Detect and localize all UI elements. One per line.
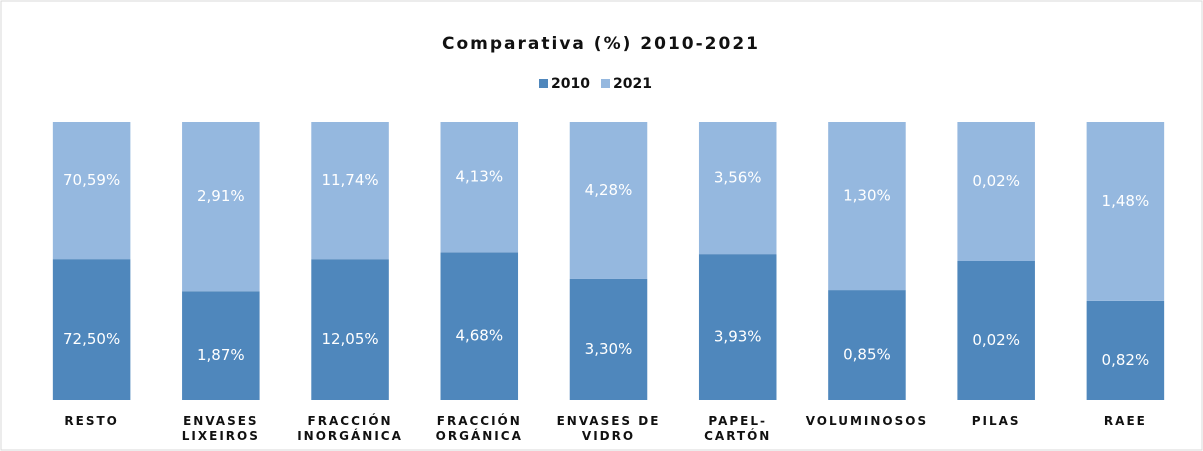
legend-label: 2010 <box>551 76 590 92</box>
x-tick-label-line: PILAS <box>972 414 1021 428</box>
data-label: 0,02% <box>972 172 1020 190</box>
bar-segment <box>1086 122 1165 301</box>
x-tick-label-line: RESTO <box>64 414 118 428</box>
legend-label: 2021 <box>613 76 652 92</box>
data-label: 3,30% <box>585 340 633 358</box>
x-tick-label-line: VIDRO <box>582 429 635 443</box>
x-tick-label-line: LIXEIROS <box>182 429 260 443</box>
bar-segment <box>311 122 389 260</box>
data-label: 70,59% <box>63 171 120 189</box>
data-label: 72,50% <box>63 330 120 348</box>
x-tick-label: ENVASES LIXEIROS <box>182 414 260 443</box>
data-label: 3,56% <box>714 169 762 187</box>
x-tick-label-line: FRACCIÓN <box>308 413 393 428</box>
x-tick-label: VOLUMINOSOS <box>806 414 928 428</box>
x-tick-label: PAPEL-CARTÓN <box>704 414 771 443</box>
bar-segment <box>698 254 777 400</box>
bar-segment <box>182 291 260 400</box>
bar-segment <box>311 259 389 400</box>
x-tick-label: RAEE <box>1104 414 1147 428</box>
x-tick-label: FRACCIÓN ORGÁNICA <box>436 413 523 443</box>
data-label: 4,28% <box>585 181 633 199</box>
data-label: 1,87% <box>197 346 245 364</box>
x-tick-label-line: FRACCIÓN <box>437 413 522 428</box>
x-tick-label: FRACCIÓN INORGÁNICA <box>297 413 403 443</box>
bar-segment <box>698 122 777 255</box>
x-tick-label-line: PAPEL- <box>708 414 767 428</box>
data-label: 2,91% <box>197 187 245 205</box>
bar-segment <box>440 252 519 400</box>
x-tick-label-line: RAEE <box>1104 414 1147 428</box>
data-label: 4,13% <box>455 168 503 186</box>
x-tick-label: ENVASES DE VIDRO <box>557 414 661 443</box>
data-label: 0,02% <box>972 331 1020 349</box>
bar-segment <box>182 122 260 292</box>
bar-segment <box>957 261 1035 400</box>
x-tick-label-line: ENVASES DE <box>557 414 661 428</box>
x-tick-label: PILAS <box>972 414 1021 428</box>
bar-segment <box>569 278 648 400</box>
data-label: 11,74% <box>321 171 378 189</box>
data-label: 0,82% <box>1102 351 1150 369</box>
bar-segment <box>828 122 906 291</box>
bar-segment <box>440 122 519 253</box>
x-tick-label-line: ORGÁNICA <box>436 428 523 443</box>
bar-segment <box>52 122 131 260</box>
data-label: 3,93% <box>714 328 762 346</box>
data-label: 1,30% <box>843 187 891 205</box>
data-label: 4,68% <box>455 327 503 345</box>
data-label: 12,05% <box>321 330 378 348</box>
legend-swatch <box>539 79 548 88</box>
x-tick-label-line: CARTÓN <box>704 428 771 443</box>
x-tick-label-line: INORGÁNICA <box>297 428 403 443</box>
x-tick-label-line: ENVASES <box>183 414 258 428</box>
data-label: 1,48% <box>1102 192 1150 210</box>
bar-segment <box>52 259 131 400</box>
bar-segment <box>1086 300 1165 400</box>
x-tick-label: RESTO <box>64 414 118 428</box>
bar-segment <box>828 290 906 400</box>
bar-segment <box>957 122 1035 261</box>
chart-title: Comparativa (%) 2010-2021 <box>442 34 760 54</box>
x-tick-label-line: VOLUMINOSOS <box>806 414 928 428</box>
bar-segment <box>569 122 648 279</box>
legend-swatch <box>601 79 610 88</box>
data-label: 0,85% <box>843 346 891 364</box>
